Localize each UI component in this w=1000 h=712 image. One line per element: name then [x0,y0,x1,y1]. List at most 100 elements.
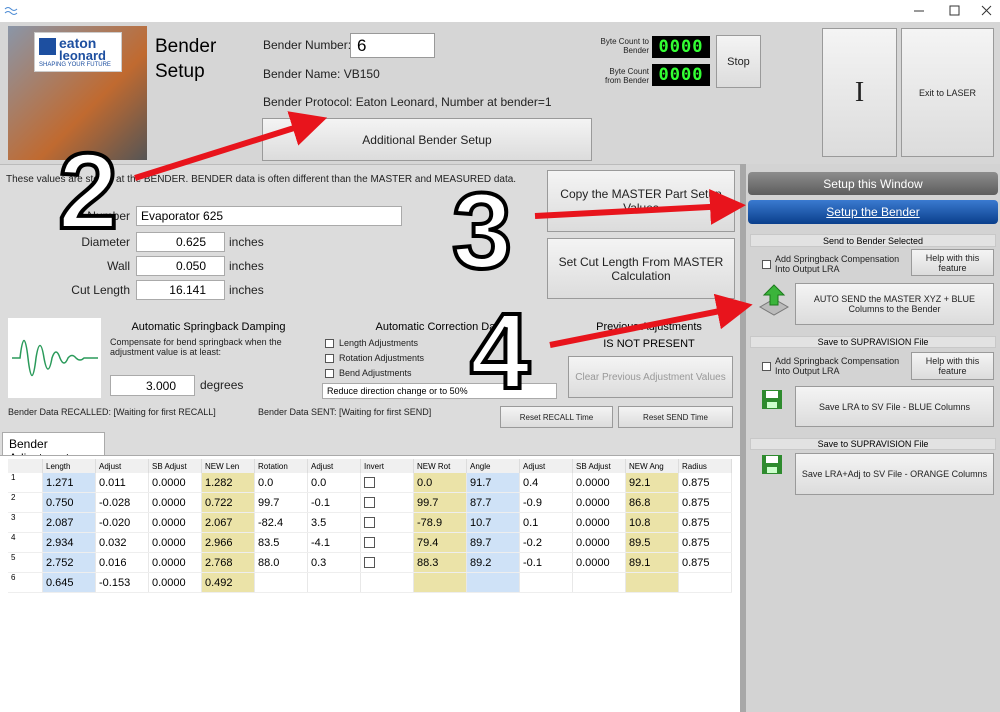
field-label: Cut Length [71,283,130,297]
header-cell: SB Adjust [572,459,626,473]
checkbox[interactable] [762,362,771,371]
numeric-input[interactable]: 0.625 [136,232,225,252]
cell: 0.0000 [148,512,202,533]
header-cell: Invert [360,459,414,473]
logo-text: eaton [59,35,97,51]
cell [678,572,732,593]
save-orange-button[interactable]: Save LRA+Adj to SV File - ORANGE Columns [795,453,994,495]
checkbox[interactable] [364,477,375,488]
set-cut-button[interactable]: Set Cut Length From MASTER Calculation [547,238,735,299]
reduce-dropdown[interactable]: Reduce direction change or to 50% [322,383,557,399]
cell: 89.2 [466,552,520,573]
table-row: 1 1.271 0.011 0.0000 1.282 0.0 0.0 0.0 91.7 0.4 0.… [8,473,732,493]
cell: -0.2 [519,532,573,553]
cell: -4.1 [307,532,361,553]
field-label: Wall [107,259,130,273]
row-number: 5 [8,552,43,573]
label: Bender Name: VB150 [263,67,380,81]
cell [572,572,626,593]
cell: 0.645 [42,572,96,593]
header-cell: Length [42,459,96,473]
cell [360,512,414,533]
cell: 1.271 [42,473,96,493]
checkbox[interactable] [364,517,375,528]
cell: 0.722 [201,492,255,513]
cell: 0.875 [678,512,732,533]
setup-window-tab[interactable]: Setup this Window [748,172,998,195]
cell: 0.0000 [572,473,626,493]
reset-button[interactable]: Reset RECALL Time [500,406,613,428]
reset-button[interactable]: Reset SEND Time [618,406,733,428]
cell: 0.032 [95,532,149,553]
checkbox[interactable] [364,537,375,548]
header-cell: NEW Rot [413,459,467,473]
bender-number-spinner[interactable]: 6 [350,33,435,58]
checkbox[interactable] [762,260,771,269]
save-icon [762,455,782,474]
checkbox[interactable] [364,557,375,568]
header-cell [8,459,43,473]
cell: 89.7 [466,532,520,553]
cell: 0.3 [307,552,361,573]
numeric-input[interactable]: 16.141 [136,280,225,300]
save-blue-button[interactable]: Save LRA to SV File - BLUE Columns [795,386,994,427]
help-button[interactable]: Help with this feature [911,249,994,276]
cell: 10.8 [625,512,679,533]
logo-tagline: SHAPING YOUR FUTURE [39,62,111,68]
table-row: 2 0.750 -0.028 0.0000 0.722 99.7 -0.1 99.7 87.7-… [8,492,732,513]
cell: 2.966 [201,532,255,553]
cell [360,473,414,493]
stop-button[interactable]: Stop [716,35,761,88]
auto-send-button[interactable]: AUTO SEND the MASTER XYZ + BLUE Columns … [795,283,994,325]
section-title: Automatic Springback Damping [131,321,286,333]
table-area: Length Adjust SB Adjust NEW Len Rotation Adju… [0,455,740,712]
checkbox[interactable] [364,497,375,508]
row-number: 1 [8,473,43,493]
byte-display: 0000 [652,36,710,58]
clear-button[interactable]: Clear Previous Adjustment Values [568,356,733,398]
table-row: 5 2.752 0.016 0.0000 2.768 88.0 0.3 88.3 89.2 -0.… [8,552,732,573]
cell: 0.875 [678,532,732,553]
cell: 0.0 [307,473,361,493]
help-button[interactable]: Help with this feature [911,352,994,380]
cell: 2.768 [201,552,255,573]
cell: 89.1 [625,552,679,573]
cell: 91.7 [466,473,520,493]
cell: -0.020 [95,512,149,533]
part-number-input[interactable]: Evaporator 625 [136,206,402,226]
exit-button[interactable]: Exit to LASER [901,28,994,157]
header-cell: Angle [466,459,520,473]
checkbox[interactable] [325,369,334,378]
cell: 92.1 [625,473,679,493]
table-row: 4 2.934 0.032 0.0000 2.966 83.5 -4.1 79.4 89.7 -0… [8,532,732,553]
checkbox-label: Length Adjustments [339,338,419,348]
status: Bender Data RECALLED: [Waiting for first… [8,407,216,417]
numeric-input[interactable]: 0.050 [136,256,225,276]
logo-text: leonard [59,48,106,63]
checkbox-label: Rotation Adjustments [339,353,425,363]
cell: 0.875 [678,492,732,513]
cell: 2.067 [201,512,255,533]
cell: 0.0 [254,473,308,493]
cursor-button[interactable]: I [822,28,897,157]
cell: -0.1 [307,492,361,513]
cell: 0.1 [519,512,573,533]
status: IS NOT PRESENT [603,338,695,350]
springback-input[interactable]: 3.000 [110,375,195,396]
checkbox-label: Add Springback Compensation Into Output … [775,254,900,274]
cell: 0.0000 [148,473,202,493]
cell: 99.7 [254,492,308,513]
cell [360,492,414,513]
cell: 0.0000 [572,492,626,513]
checkbox[interactable] [325,354,334,363]
checkbox[interactable] [325,339,334,348]
cell: 79.4 [413,532,467,553]
cell: -0.153 [95,572,149,593]
row-number: 6 [8,572,43,593]
cell [360,572,414,593]
setup-bender-tab[interactable]: Setup the Bender [748,200,998,224]
cell [254,572,308,593]
label: Byte Count from Bender [604,67,649,85]
cell: 2.087 [42,512,96,533]
